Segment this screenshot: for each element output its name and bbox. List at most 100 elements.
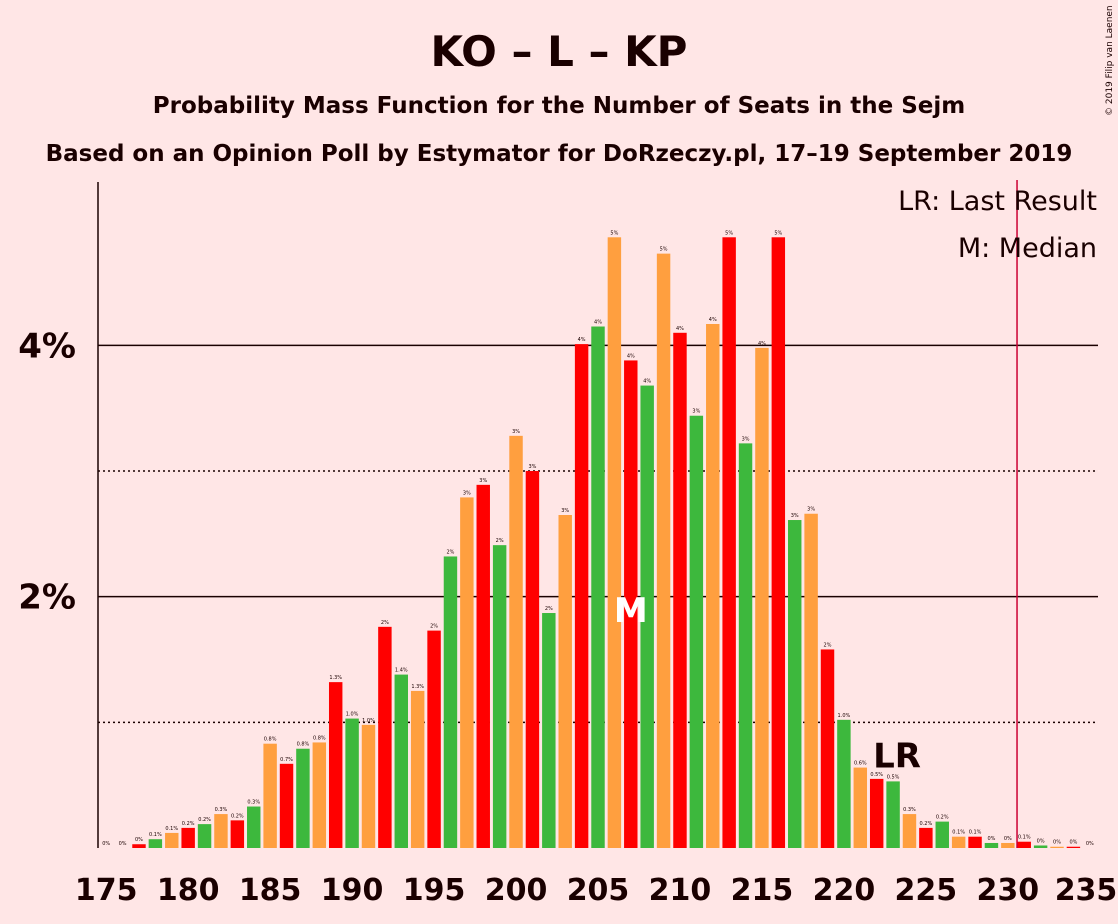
bar-data-label: 3% bbox=[463, 490, 471, 496]
bar bbox=[1033, 845, 1048, 848]
bar-data-label: 0.3% bbox=[215, 807, 228, 813]
bar bbox=[361, 724, 376, 848]
bar bbox=[886, 781, 900, 848]
bar-data-label: 2% bbox=[381, 620, 389, 626]
bar bbox=[722, 237, 736, 848]
bar-data-label: 0% bbox=[1004, 836, 1012, 842]
bar-data-label: 0.8% bbox=[264, 737, 277, 743]
x-tick-label: 200 bbox=[485, 873, 548, 908]
bar-data-label: 3% bbox=[692, 409, 700, 415]
bar-data-label: 0.2% bbox=[231, 813, 244, 819]
bar-data-label: 4% bbox=[627, 353, 635, 359]
bar bbox=[328, 682, 343, 848]
bar bbox=[378, 626, 392, 848]
data-labels-group: 0% 0%0%0.1%0.1%0.2%0.2%0.3%0.2%0.3%0.8%0.… bbox=[102, 230, 1094, 847]
bar-data-label: 0.6% bbox=[854, 761, 867, 767]
bar bbox=[706, 323, 720, 848]
x-tick-label: 195 bbox=[403, 873, 466, 908]
x-tick-label: 225 bbox=[895, 873, 958, 908]
legend-median: M: Median bbox=[958, 233, 1097, 264]
bar-data-label: 5% bbox=[610, 230, 618, 236]
bar-data-label: 4% bbox=[709, 317, 717, 323]
bar bbox=[1066, 846, 1081, 848]
bar bbox=[214, 814, 228, 848]
bar-data-label: 0.7% bbox=[280, 757, 293, 763]
bar-data-label: 4% bbox=[594, 320, 602, 326]
x-tick-label: 220 bbox=[813, 873, 876, 908]
bar-data-label: 1.0% bbox=[838, 713, 851, 719]
bar-data-label: 0% bbox=[102, 841, 110, 847]
bar-data-label: 0.3% bbox=[247, 800, 260, 806]
bar bbox=[443, 556, 458, 848]
bar-data-label: 1.3% bbox=[411, 684, 424, 690]
bar-data-label: 3% bbox=[561, 508, 569, 514]
x-tick-label: 205 bbox=[567, 873, 630, 908]
bar bbox=[394, 674, 408, 848]
bar bbox=[296, 748, 310, 848]
bar-data-label: 0.2% bbox=[198, 817, 211, 823]
x-tick-label: 230 bbox=[977, 873, 1040, 908]
bar bbox=[656, 253, 671, 849]
bar-data-label: 4% bbox=[578, 337, 586, 343]
x-ticks-group: 175 180 185 190 195 200 205 210 215 220 225 230 235 bbox=[75, 873, 1117, 908]
y-ticks-group: 2% 4% bbox=[18, 326, 76, 617]
bar-data-label: 1.0% bbox=[346, 712, 359, 718]
bar bbox=[1050, 846, 1064, 848]
bar bbox=[902, 814, 917, 848]
bar-data-label: 0.3% bbox=[903, 807, 916, 813]
bar-data-label: 2% bbox=[496, 538, 504, 544]
bar bbox=[492, 545, 507, 848]
bar-data-label: 0.1% bbox=[149, 832, 162, 838]
bar-data-label: 5% bbox=[725, 230, 733, 236]
bar bbox=[230, 820, 245, 848]
copyright-text: © 2019 Filip van Laenen bbox=[1105, 5, 1115, 116]
bar-data-label: 0.1% bbox=[1018, 835, 1031, 841]
bar-data-label: 0.8% bbox=[297, 742, 310, 748]
x-tick-label: 180 bbox=[157, 873, 220, 908]
bar bbox=[574, 344, 589, 848]
bar-data-label: 3% bbox=[791, 513, 799, 519]
bar-data-label: 0.1% bbox=[165, 826, 178, 832]
bar bbox=[984, 842, 999, 848]
chart-subtitle: Probability Mass Function for the Number… bbox=[153, 93, 965, 119]
legend-last-result: LR: Last Result bbox=[898, 186, 1097, 217]
bar bbox=[476, 484, 490, 848]
bar bbox=[771, 237, 786, 848]
bar bbox=[968, 836, 982, 848]
bar bbox=[525, 471, 540, 848]
x-tick-label: 175 bbox=[75, 873, 138, 908]
bar-data-label: 2% bbox=[430, 624, 438, 630]
x-tick-label: 215 bbox=[731, 873, 794, 908]
bar bbox=[640, 385, 654, 848]
x-tick-label: 190 bbox=[321, 873, 384, 908]
bar bbox=[689, 415, 704, 848]
bar bbox=[197, 824, 212, 848]
bar bbox=[181, 827, 195, 848]
bar bbox=[1017, 841, 1031, 848]
bar bbox=[1001, 842, 1015, 848]
bar-data-label: 0.8% bbox=[313, 735, 326, 741]
bar-data-label: 1.4% bbox=[395, 668, 408, 674]
bar-data-label: 2% bbox=[545, 606, 553, 612]
bar bbox=[345, 718, 359, 848]
bar-data-label: 0% bbox=[1069, 840, 1077, 846]
bar-data-label: 1.3% bbox=[329, 675, 342, 681]
bar-data-label: 0% bbox=[135, 837, 143, 843]
bar-data-label: 0% bbox=[987, 836, 995, 842]
bar bbox=[558, 515, 572, 848]
bar bbox=[837, 719, 851, 848]
y-tick-label: 2% bbox=[18, 578, 76, 618]
bar-data-label: 4% bbox=[676, 326, 684, 332]
bar-data-label: 3% bbox=[742, 436, 750, 442]
bar bbox=[312, 742, 327, 848]
bar-data-label: 2% bbox=[446, 549, 454, 555]
bar-data-label: 0.2% bbox=[936, 815, 949, 821]
bar-data-label: 3% bbox=[479, 478, 487, 484]
x-tick-label: 185 bbox=[239, 873, 302, 908]
bar-data-label: 0.5% bbox=[887, 774, 900, 780]
bar bbox=[853, 767, 868, 848]
bar-data-label: 0% bbox=[1086, 841, 1094, 847]
bar bbox=[427, 630, 441, 848]
bar bbox=[869, 778, 884, 848]
